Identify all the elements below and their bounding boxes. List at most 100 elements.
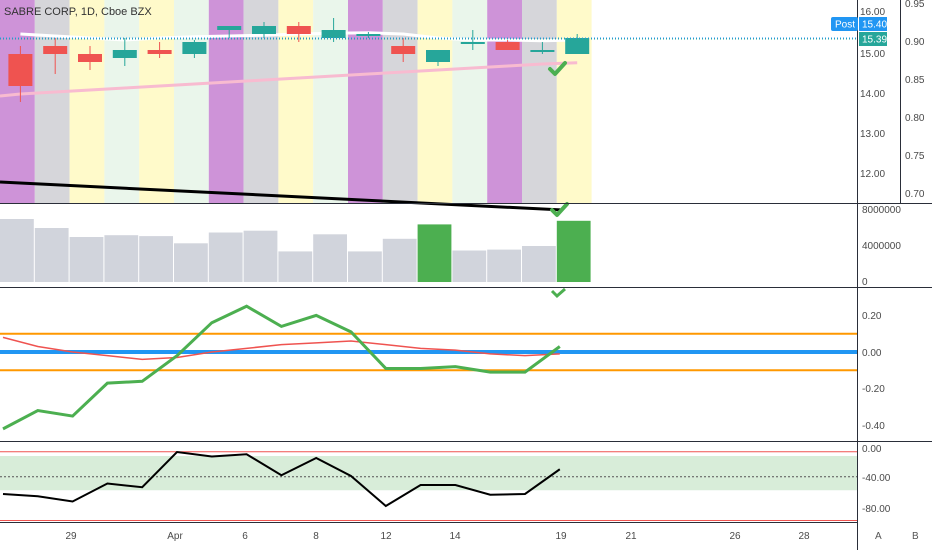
post-tag-bg: [831, 17, 858, 31]
volume-bar[interactable]: [487, 249, 521, 282]
volume-bar[interactable]: [0, 219, 34, 282]
time-tick: 26: [729, 531, 741, 542]
volume-bar[interactable]: [208, 232, 243, 283]
candle[interactable]: [356, 34, 381, 36]
axis-labels: 16.00 15.00 14.00 13.00 12.00 0.95 0.90 0.85 0.8…: [65, 0, 924, 542]
time-tick: 8: [313, 531, 319, 542]
oscillator-tick: 0.20: [862, 311, 882, 322]
volume-bar[interactable]: [452, 250, 487, 283]
candle[interactable]: [286, 26, 311, 34]
volume-bar[interactable]: [522, 246, 556, 282]
oscillator-tick: 0.00: [862, 348, 882, 359]
volume-bar[interactable]: [34, 228, 69, 282]
post-price-tag: Post 15.40: [831, 17, 887, 31]
time-tick: 29: [65, 531, 77, 542]
volume-tick: 8000000: [862, 205, 901, 216]
signal-check-icon: [548, 61, 567, 76]
time-tick: Apr: [167, 531, 183, 542]
williams-line[interactable]: [2, 450, 561, 508]
candle[interactable]: [252, 26, 276, 34]
candle[interactable]: [43, 46, 68, 54]
price-pane[interactable]: [0, 18, 857, 217]
candle[interactable]: [147, 50, 172, 54]
price-session-bg: [417, 0, 453, 203]
price-session-bg: [382, 0, 418, 203]
post-tag-label: Post: [835, 20, 855, 31]
osc-signal-line[interactable]: [2, 336, 560, 361]
post-value-bg: [859, 17, 887, 31]
volume-bar[interactable]: [243, 230, 278, 282]
candle[interactable]: [112, 50, 137, 58]
price-session-bg: [0, 0, 35, 203]
volume-bar[interactable]: [382, 238, 417, 282]
price-tick-left: 16.00: [860, 7, 885, 18]
candle[interactable]: [78, 54, 102, 62]
time-tick: 14: [449, 531, 461, 542]
osc-main-line[interactable]: [2, 304, 561, 431]
price-tick-left: 12.00: [860, 169, 885, 180]
price-session-bg: [174, 0, 209, 203]
volume-bar[interactable]: [69, 237, 104, 282]
williams-tick: -40.00: [862, 473, 891, 484]
price-tick-left: 15.00: [860, 49, 885, 60]
volume-bar[interactable]: [174, 243, 208, 282]
time-tick: 28: [798, 531, 810, 542]
post-value: 15.40: [862, 20, 887, 31]
volume-pane[interactable]: [0, 219, 591, 282]
volume-bar[interactable]: [556, 220, 591, 282]
time-tick: 6: [242, 531, 248, 542]
last-value-bg: [859, 32, 887, 46]
price-tick-right: 0.85: [905, 75, 925, 86]
auto-scale-button[interactable]: A: [875, 531, 882, 542]
time-tick: 19: [555, 531, 567, 542]
williams-tick: -80.00: [862, 504, 891, 515]
candle[interactable]: [530, 50, 555, 52]
price-tick-right: 0.75: [905, 151, 925, 162]
price-session-bg: [452, 0, 488, 203]
oscillator-tick: -0.40: [862, 421, 885, 432]
volume-bar[interactable]: [313, 234, 347, 282]
volume-bar[interactable]: [278, 251, 313, 282]
volume-bar[interactable]: [417, 224, 452, 282]
candle[interactable]: [321, 30, 346, 38]
last-price-tag: 15.39: [859, 32, 887, 46]
trendline[interactable]: [0, 180, 564, 212]
moving-average-pink[interactable]: [0, 61, 578, 98]
price-session-bg: [34, 0, 70, 203]
oscillator-pane[interactable]: [0, 287, 857, 431]
candle[interactable]: [182, 42, 207, 54]
candle[interactable]: [565, 38, 590, 54]
candle[interactable]: [495, 42, 520, 50]
candle[interactable]: [8, 54, 33, 86]
volume-tick: 4000000: [862, 241, 901, 252]
time-tick: 21: [625, 531, 637, 542]
williams-tick: 0.00: [862, 444, 882, 455]
volume-tick: 0: [862, 277, 868, 288]
price-tick-right: 0.90: [905, 37, 925, 48]
osc-check-icon: [550, 287, 566, 299]
oscillator-tick: -0.20: [862, 384, 885, 395]
price-session-bg: [139, 0, 174, 203]
volume-check-icon: [550, 202, 569, 217]
price-tick-right: 0.70: [905, 189, 925, 200]
log-scale-button[interactable]: B: [912, 531, 919, 542]
last-value: 15.39: [862, 35, 887, 46]
candle[interactable]: [217, 26, 242, 30]
symbol-title: SABRE CORP, 1D, Cboe BZX: [4, 6, 152, 18]
williams-pane[interactable]: [0, 450, 857, 521]
volume-bar[interactable]: [104, 235, 139, 282]
price-tick-left: 13.00: [860, 129, 885, 140]
price-tick-right: 0.95: [905, 0, 925, 10]
session-backgrounds: [0, 0, 592, 203]
candle[interactable]: [460, 42, 485, 44]
price-tick-right: 0.80: [905, 113, 925, 124]
volume-bar[interactable]: [348, 251, 382, 282]
volume-bar[interactable]: [139, 236, 173, 282]
price-tick-left: 14.00: [860, 89, 885, 100]
candle[interactable]: [391, 46, 416, 54]
candle[interactable]: [426, 50, 450, 62]
price-session-bg: [487, 0, 522, 203]
time-tick: 12: [380, 531, 392, 542]
